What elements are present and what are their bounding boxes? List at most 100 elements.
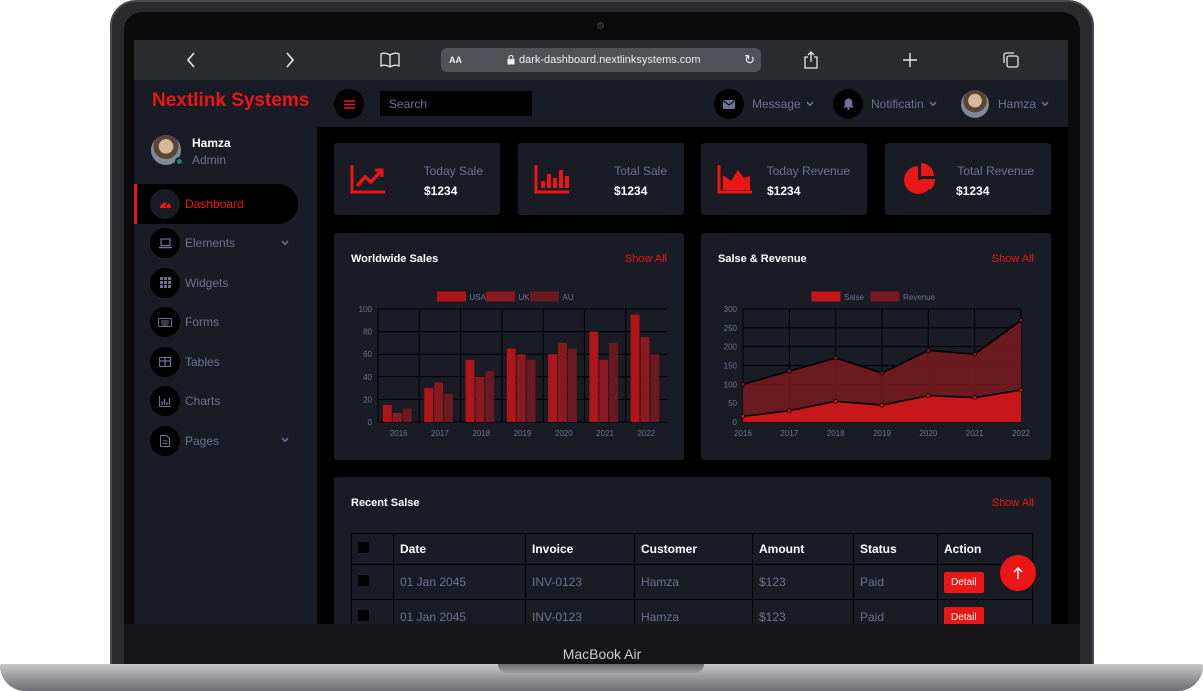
url-text: dark-dashboard.nextlinksystems.com — [519, 54, 701, 66]
cell-status: Paid — [853, 599, 938, 624]
sidebar-user-name: Hamza — [192, 136, 231, 150]
y-tick-label: 50 — [728, 399, 737, 408]
stat-title: Today Sale — [423, 164, 483, 178]
row-select-cell — [351, 564, 394, 600]
cell-action: Detail — [937, 599, 1033, 624]
sidebar-item-dashboard[interactable]: Dashboard — [134, 184, 298, 224]
bar-au-2017 — [444, 393, 453, 422]
sidebar-item-widgets[interactable]: Widgets — [134, 263, 317, 303]
y-tick-label: 200 — [724, 343, 738, 352]
chevron-down-icon — [281, 435, 289, 446]
message-dropdown[interactable]: Message — [714, 89, 814, 119]
bookmarks-icon[interactable] — [379, 49, 401, 71]
point-salse-2017 — [786, 408, 792, 414]
select-all-checkbox[interactable] — [358, 542, 369, 553]
panel-title: Worldwide Sales — [351, 253, 439, 265]
row-select-cell — [351, 599, 394, 624]
lock-icon — [507, 55, 515, 65]
bar-au-2021 — [609, 342, 619, 422]
show-all-link[interactable]: Show All — [624, 253, 667, 265]
grid-icon — [150, 267, 180, 298]
bar-uk-2018 — [475, 376, 485, 422]
sidebar-item-label: Elements — [185, 236, 236, 251]
brand-logo[interactable]: Nextlink Systems — [152, 90, 310, 111]
reload-icon[interactable]: ↻ — [744, 52, 755, 67]
table-icon — [150, 346, 180, 377]
chevron-left-icon[interactable] — [180, 49, 202, 71]
x-tick-label: 2018 — [827, 429, 845, 438]
sidebar: Nextlink Systems Hamza Admin Dashboard — [134, 80, 317, 624]
cell-date: 01 Jan 2045 — [393, 564, 526, 600]
sidebar-item-pages[interactable]: Pages — [134, 421, 317, 461]
point-salse-2022 — [1018, 387, 1024, 393]
address-bar[interactable]: AA dark-dashboard.nextlinksystems.com ↻ — [441, 48, 761, 72]
share-icon[interactable] — [800, 49, 822, 71]
table-header-row: Date Invoice Customer Amount Status Acti… — [351, 533, 1033, 565]
topbar: Message Notificatin Hamza — [317, 80, 1068, 127]
sidebar-item-charts[interactable]: Charts — [134, 382, 317, 422]
point-salse-2019 — [879, 402, 885, 408]
column-header-customer: Customer — [634, 533, 753, 565]
bar-au-2020 — [567, 348, 577, 422]
legend-label: Salse — [844, 293, 865, 302]
point-revenue-2022 — [1018, 317, 1024, 323]
bar-usa-2017 — [424, 388, 434, 422]
point-salse-2018 — [833, 398, 839, 404]
bar-usa-2021 — [589, 331, 599, 422]
bar-uk-2020 — [558, 342, 567, 422]
row-checkbox[interactable] — [358, 575, 369, 586]
avatar — [961, 90, 989, 118]
menu-toggle-button[interactable] — [334, 89, 364, 119]
main-content: Today Sale $1234 Total Sale $1234 Today … — [317, 127, 1068, 624]
point-salse-2016 — [740, 413, 746, 419]
stat-value: $1234 — [614, 184, 648, 198]
chevron-right-icon[interactable] — [279, 49, 301, 71]
recent-sales-table: Date Invoice Customer Amount Status Acti… — [351, 533, 1033, 624]
bar-uk-2017 — [434, 382, 444, 422]
worldwide-sales-panel: Worldwide Sales Show All USA UK AU 0 20 40 60 8… — [334, 233, 684, 460]
stat-value: $1234 — [956, 184, 990, 198]
camera-icon — [597, 22, 604, 29]
legend-swatch — [486, 291, 515, 302]
y-tick-label: 100 — [724, 380, 738, 389]
bar-usa-2022 — [630, 314, 640, 422]
point-revenue-2020 — [925, 348, 931, 353]
search-input[interactable] — [380, 91, 532, 116]
cell-date: 01 Jan 2045 — [393, 599, 526, 624]
row-checkbox[interactable] — [358, 610, 369, 621]
file-icon — [150, 425, 180, 456]
stat-title: Total Sale — [614, 164, 667, 178]
y-tick-label: 40 — [363, 373, 372, 382]
bar-uk-2022 — [640, 337, 650, 422]
detail-button[interactable]: Detail — [944, 606, 984, 624]
online-status-icon — [175, 157, 184, 166]
chevron-down-icon — [806, 99, 814, 109]
x-tick-label: 2019 — [873, 429, 891, 438]
sidebar-user-role: Admin — [192, 153, 227, 167]
show-all-link[interactable]: Show All — [991, 253, 1034, 265]
legend-label: UK — [519, 293, 531, 302]
x-tick-label: 2017 — [431, 429, 449, 438]
notification-dropdown[interactable]: Notificatin — [833, 89, 937, 119]
legend-swatch — [811, 291, 841, 302]
reader-aa-button[interactable]: AA — [449, 55, 462, 65]
plus-icon[interactable] — [899, 49, 921, 71]
show-all-link[interactable]: Show All — [991, 497, 1034, 509]
x-tick-label: 2020 — [919, 429, 937, 438]
sidebar-item-elements[interactable]: Elements — [134, 224, 317, 264]
sidebar-item-label: Forms — [185, 315, 219, 330]
user-dropdown[interactable]: Hamza — [961, 89, 1049, 119]
y-tick-label: 80 — [363, 328, 372, 337]
bar-au-2016 — [402, 408, 412, 422]
speedometer-icon — [150, 188, 180, 219]
sidebar-item-forms[interactable]: Forms — [134, 303, 317, 343]
tabs-icon[interactable] — [1000, 49, 1022, 71]
back-to-top-button[interactable] — [1000, 555, 1036, 591]
cell-amount: $123 — [752, 599, 854, 624]
browser-toolbar: AA dark-dashboard.nextlinksystems.com ↻ — [134, 40, 1068, 80]
y-tick-label: 0 — [368, 418, 373, 427]
detail-button[interactable]: Detail — [944, 571, 984, 593]
sidebar-item-tables[interactable]: Tables — [134, 342, 317, 382]
sales-revenue-chart: Salse Revenue 0 50 100 150 200 250 300 2016 2017 20… — [724, 291, 1030, 438]
